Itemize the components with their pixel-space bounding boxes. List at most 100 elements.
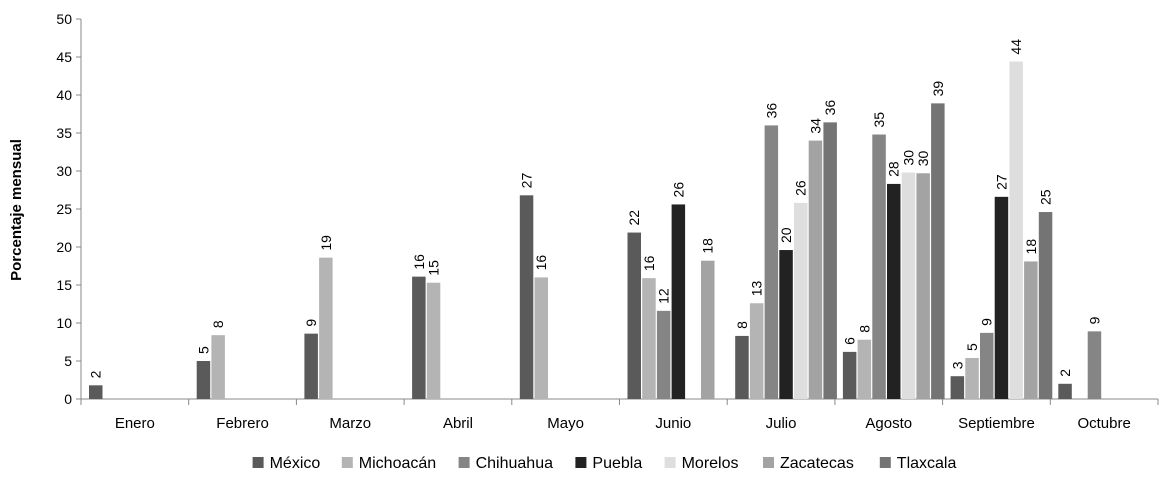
data-label: 5 (964, 343, 980, 351)
data-label: 5 (195, 346, 211, 354)
bar (994, 196, 1009, 399)
bar (656, 310, 671, 399)
legend-swatch (252, 457, 264, 468)
bar (1087, 331, 1102, 399)
x-tick-label: Mayo (547, 415, 584, 432)
data-label: 35 (871, 112, 887, 128)
y-tick-label: 0 (64, 391, 72, 407)
x-tick-label: Marzo (329, 415, 371, 432)
bar (1058, 383, 1072, 399)
legend-label: Zacatecas (780, 455, 854, 472)
bar (823, 122, 837, 400)
bar (1038, 212, 1053, 399)
data-label: 6 (842, 337, 858, 345)
bar (872, 134, 886, 399)
data-label: 8 (734, 321, 750, 329)
bar (779, 250, 793, 399)
bar (319, 257, 333, 399)
x-tick-label: Septiembre (958, 415, 1035, 432)
legend-item: Chihuahua (458, 455, 553, 472)
legend-item: Zacatecas (763, 455, 854, 472)
legend-item: Michoacán (341, 455, 436, 472)
legend-label: México (270, 455, 321, 472)
legend-swatch (879, 457, 891, 468)
bar (794, 202, 808, 399)
legend-item: México (252, 455, 321, 472)
y-axis-title: Porcentaje mensual (8, 139, 25, 281)
data-label: 15 (426, 260, 442, 276)
data-label: 26 (670, 182, 686, 198)
bar (671, 204, 686, 399)
legend-label: Morelos (682, 455, 739, 472)
data-label: 20 (778, 227, 794, 243)
y-tick-label: 30 (56, 163, 72, 179)
legend-item: Morelos (664, 455, 739, 472)
data-label: 2 (88, 370, 104, 378)
bar (1024, 261, 1038, 399)
y-tick-label: 40 (56, 87, 72, 103)
x-tick-label: Junio (655, 415, 691, 432)
bar (627, 232, 641, 399)
y-tick-label: 45 (56, 49, 72, 65)
bar (857, 339, 872, 399)
x-tick-label: Febrero (216, 415, 269, 432)
legend-swatch (458, 457, 470, 468)
legend-label: Michoacán (359, 455, 436, 472)
data-label: 18 (700, 238, 716, 254)
data-label: 9 (979, 318, 995, 326)
y-tick-label: 50 (56, 11, 72, 27)
bar (426, 282, 441, 399)
bar (89, 385, 103, 399)
bar (749, 303, 764, 399)
legend-item: Puebla (575, 455, 642, 472)
data-label: 16 (411, 254, 427, 270)
bar (735, 335, 749, 399)
y-tick-label: 5 (64, 353, 72, 369)
data-label: 9 (303, 319, 319, 327)
legend-label: Tlaxcala (897, 455, 957, 472)
bar (842, 351, 857, 399)
y-tick-label: 15 (56, 277, 72, 293)
data-label: 27 (519, 173, 535, 189)
legend-label: Chihuahua (476, 455, 553, 472)
data-label: 2 (1057, 369, 1073, 377)
data-label: 19 (318, 235, 334, 251)
data-label: 22 (626, 210, 642, 226)
bar (931, 103, 945, 400)
legend-item: Tlaxcala (879, 455, 957, 472)
legend: México Michoacán Chihuahua Puebla Morelos Zac… (252, 455, 957, 472)
bar (1009, 61, 1023, 400)
bar (304, 333, 318, 399)
bar (701, 260, 715, 399)
data-label: 30 (915, 150, 931, 166)
x-tick-label: Julio (766, 415, 797, 432)
y-tick-label: 10 (56, 315, 72, 331)
data-label: 36 (763, 103, 779, 119)
bars-layer (89, 61, 1102, 400)
data-label: 12 (656, 288, 672, 304)
data-label: 8 (856, 325, 872, 333)
y-tick-label: 20 (56, 239, 72, 255)
bar (950, 376, 965, 399)
data-label: 39 (930, 81, 946, 97)
y-tick-label: 35 (56, 125, 72, 141)
data-label: 13 (749, 280, 765, 296)
data-label: 9 (1086, 316, 1102, 324)
legend-swatch (341, 457, 353, 468)
bar (901, 172, 916, 399)
data-label: 25 (1038, 189, 1054, 205)
data-label: 8 (210, 320, 226, 328)
bar (916, 173, 930, 399)
bar (196, 361, 211, 399)
bar (965, 357, 979, 399)
data-label: 26 (793, 180, 809, 196)
data-label: 28 (886, 161, 902, 177)
data-label: 44 (1008, 39, 1024, 55)
legend-swatch (664, 457, 676, 468)
bar (808, 140, 823, 399)
bar (980, 332, 994, 399)
legend-swatch (575, 457, 587, 468)
data-label: 27 (993, 174, 1009, 190)
